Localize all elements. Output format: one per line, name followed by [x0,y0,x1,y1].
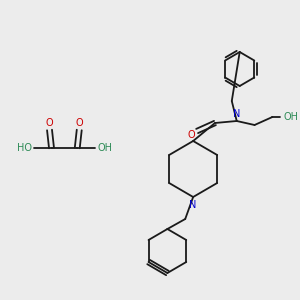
Text: N: N [233,109,240,119]
Text: O: O [75,118,83,128]
Text: N: N [190,200,197,210]
Text: OH: OH [98,143,112,153]
Text: HO: HO [17,143,32,153]
Text: O: O [46,118,53,128]
Text: OH: OH [284,112,299,122]
Text: O: O [188,130,195,140]
